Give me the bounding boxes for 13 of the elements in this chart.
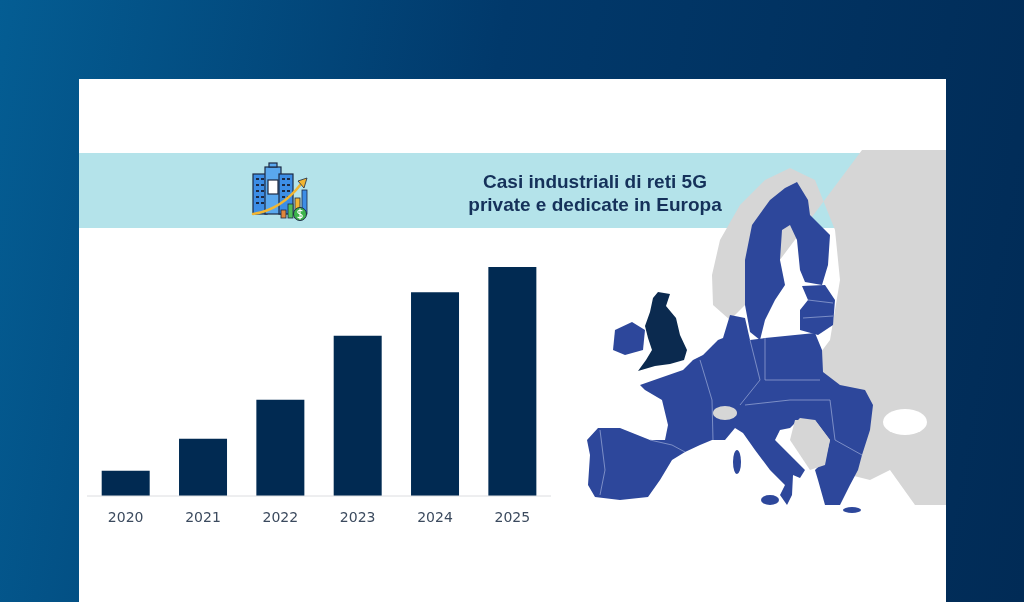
x-tick-label: 2020 bbox=[107, 508, 144, 525]
bar bbox=[101, 470, 150, 496]
bar bbox=[488, 267, 537, 496]
x-tick-label: 2021 bbox=[185, 508, 221, 525]
bar bbox=[411, 292, 460, 496]
x-tick-label: 2024 bbox=[417, 508, 453, 525]
bar bbox=[256, 399, 305, 496]
bar bbox=[179, 438, 228, 496]
bar bbox=[333, 335, 382, 496]
x-tick-label: 2025 bbox=[494, 508, 531, 525]
x-tick-label: 2023 bbox=[339, 508, 376, 525]
x-tick-label: 2022 bbox=[262, 508, 299, 525]
text: Casi industriali di reti 5G private e dedicate in Europa bbox=[467, 170, 723, 216]
